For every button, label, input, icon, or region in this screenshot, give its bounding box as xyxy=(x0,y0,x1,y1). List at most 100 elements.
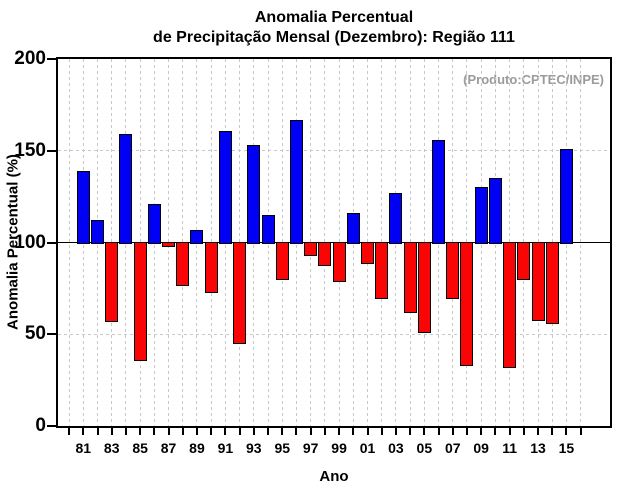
chart-title-line1: Anomalia Percentual xyxy=(254,9,414,26)
bar-2014 xyxy=(545,242,559,325)
bar-1984 xyxy=(119,134,133,244)
x-axis-tick-label: 89 xyxy=(189,440,205,456)
x-axis-tick xyxy=(68,426,71,435)
x-axis-tick xyxy=(167,426,170,435)
x-axis-tick xyxy=(238,426,241,435)
x-axis-tick-label: 97 xyxy=(302,440,319,456)
x-axis-tick xyxy=(423,426,426,435)
x-axis-tick-label: 95 xyxy=(274,440,291,456)
x-axis-tick xyxy=(252,426,255,435)
y-axis-tick xyxy=(47,58,58,60)
bar-2008 xyxy=(460,242,474,367)
bar-2007 xyxy=(446,242,460,299)
x-axis-tick xyxy=(480,426,483,435)
x-axis-tick xyxy=(281,426,284,435)
bar-1991 xyxy=(218,130,232,244)
x-axis-tick-label: 13 xyxy=(530,440,546,456)
x-axis-tick-label: 99 xyxy=(331,440,347,456)
x-axis-tick-label: 15 xyxy=(558,440,575,456)
x-axis-tick xyxy=(494,426,497,435)
x-axis-tick xyxy=(394,426,397,435)
x-axis-tick xyxy=(210,426,213,435)
x-axis-tick xyxy=(139,426,142,435)
x-axis-tick xyxy=(551,426,554,435)
x-axis-tick xyxy=(110,426,113,435)
bar-1997 xyxy=(304,242,318,257)
y-axis-tick-label: 50 xyxy=(24,323,46,345)
bar-1994 xyxy=(261,214,275,244)
x-axis-tick xyxy=(224,426,227,435)
y-axis-tick-label: 100 xyxy=(14,231,46,253)
bar-1998 xyxy=(318,242,332,266)
x-axis-tick-label: 91 xyxy=(217,440,234,456)
bar-1990 xyxy=(204,242,218,294)
x-axis-tick xyxy=(522,426,525,435)
y-axis-tick xyxy=(47,333,58,336)
x-axis-tick xyxy=(409,426,412,435)
x-axis-tick xyxy=(338,426,341,435)
x-axis-tick xyxy=(508,426,511,435)
bar-1986 xyxy=(147,203,161,244)
x-axis-tick-label: 85 xyxy=(132,440,148,456)
x-axis-tick xyxy=(82,426,85,435)
bar-2003 xyxy=(389,192,403,244)
y-axis-tick xyxy=(47,149,58,152)
x-axis-tick xyxy=(579,426,582,435)
bar-1992 xyxy=(233,242,247,345)
x-axis-tick-label: 09 xyxy=(473,440,489,456)
x-axis-tick xyxy=(181,426,184,435)
x-axis-tick-label: 11 xyxy=(502,440,517,456)
x-axis-tick xyxy=(537,426,540,435)
y-axis-tick-label: 150 xyxy=(14,139,46,161)
bar-2015 xyxy=(559,148,573,244)
x-axis-tick xyxy=(380,426,383,435)
x-axis-tick-label: 93 xyxy=(246,440,262,456)
x-axis-title: Ano xyxy=(319,468,349,485)
x-axis-tick-label: 87 xyxy=(160,440,177,456)
value-gridline xyxy=(58,333,610,335)
bar-2012 xyxy=(517,242,531,281)
x-axis-tick xyxy=(124,426,127,435)
bar-2009 xyxy=(474,187,488,244)
bar-2002 xyxy=(375,242,389,299)
bar-1981 xyxy=(76,170,90,244)
x-axis-tick-label: 07 xyxy=(444,440,461,456)
chart-title-line2: de Precipitação Mensal (Dezembro): Regiã… xyxy=(153,29,515,46)
x-axis-tick xyxy=(565,426,568,435)
bar-1982 xyxy=(91,220,104,244)
bar-2004 xyxy=(403,242,417,314)
bar-1993 xyxy=(247,145,261,244)
x-axis-tick xyxy=(366,426,369,435)
y-axis-tick xyxy=(47,425,58,427)
bar-1988 xyxy=(176,242,190,286)
bar-1985 xyxy=(133,242,147,361)
bar-1987 xyxy=(162,242,176,248)
bar-2006 xyxy=(432,139,446,244)
bar-1995 xyxy=(275,242,289,281)
x-axis-tick xyxy=(451,426,454,435)
y-axis-tick-label: 0 xyxy=(35,415,46,436)
bar-2001 xyxy=(361,242,374,264)
x-axis-tick xyxy=(323,426,326,435)
x-axis-tick xyxy=(96,426,99,435)
x-axis-tick xyxy=(309,426,312,435)
x-axis-tick-label: 03 xyxy=(388,440,404,456)
bar-1999 xyxy=(332,242,346,283)
y-axis-tick-label: 200 xyxy=(14,48,46,69)
bar-2011 xyxy=(503,242,517,369)
x-axis-tick xyxy=(267,426,270,435)
y-axis-tick xyxy=(47,241,58,244)
bar-2013 xyxy=(531,242,545,321)
x-axis-tick xyxy=(295,426,298,435)
bar-2000 xyxy=(346,213,360,244)
x-axis-tick xyxy=(195,426,198,435)
x-axis-tick-label: 05 xyxy=(416,440,433,456)
x-axis-tick xyxy=(437,426,440,435)
bar-2010 xyxy=(488,178,502,244)
bar-1983 xyxy=(105,242,119,323)
value-gridline xyxy=(58,150,610,152)
x-axis-tick-label: 81 xyxy=(75,440,92,456)
bar-2005 xyxy=(417,242,431,334)
bar-1996 xyxy=(289,119,303,244)
